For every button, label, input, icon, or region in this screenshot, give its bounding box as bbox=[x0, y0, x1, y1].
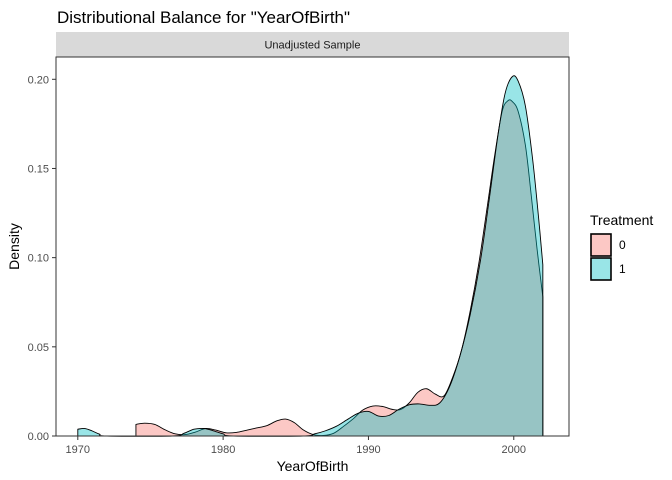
x-tick-label: 1970 bbox=[66, 444, 90, 456]
y-tick-label: 0.05 bbox=[28, 342, 49, 354]
x-tick-label: 2000 bbox=[502, 444, 526, 456]
facet-strip bbox=[56, 32, 569, 57]
x-tick-label: 1980 bbox=[211, 444, 235, 456]
legend-key-1 bbox=[590, 257, 612, 281]
plot-area bbox=[77, 75, 544, 437]
legend-key-bg bbox=[591, 258, 611, 280]
density-area-1 bbox=[77, 75, 544, 437]
y-tick-label: 0.10 bbox=[28, 253, 49, 265]
legend: Treatment 0 1 bbox=[590, 212, 653, 281]
panel-border bbox=[55, 56, 570, 437]
x-axis: 1970 1980 1990 2000 bbox=[66, 436, 526, 456]
legend-label-0: 0 bbox=[619, 238, 626, 252]
y-axis-title: Density bbox=[6, 223, 22, 270]
y-tick-label: 0.15 bbox=[28, 163, 49, 175]
chart-title: Distributional Balance for "YearOfBirth" bbox=[57, 8, 350, 27]
legend-title: Treatment bbox=[590, 212, 653, 228]
y-tick-label: 0.00 bbox=[28, 431, 49, 443]
legend-label-1: 1 bbox=[619, 262, 626, 276]
legend-key-0 bbox=[590, 233, 612, 257]
y-axis: 0.00 0.05 0.10 0.15 0.20 bbox=[28, 74, 56, 443]
x-tick-label: 1990 bbox=[356, 444, 380, 456]
x-axis-title: YearOfBirth bbox=[277, 458, 349, 474]
facet-label: Unadjusted Sample bbox=[264, 40, 360, 52]
y-tick-label: 0.20 bbox=[28, 74, 49, 86]
legend-key-bg bbox=[591, 234, 611, 256]
